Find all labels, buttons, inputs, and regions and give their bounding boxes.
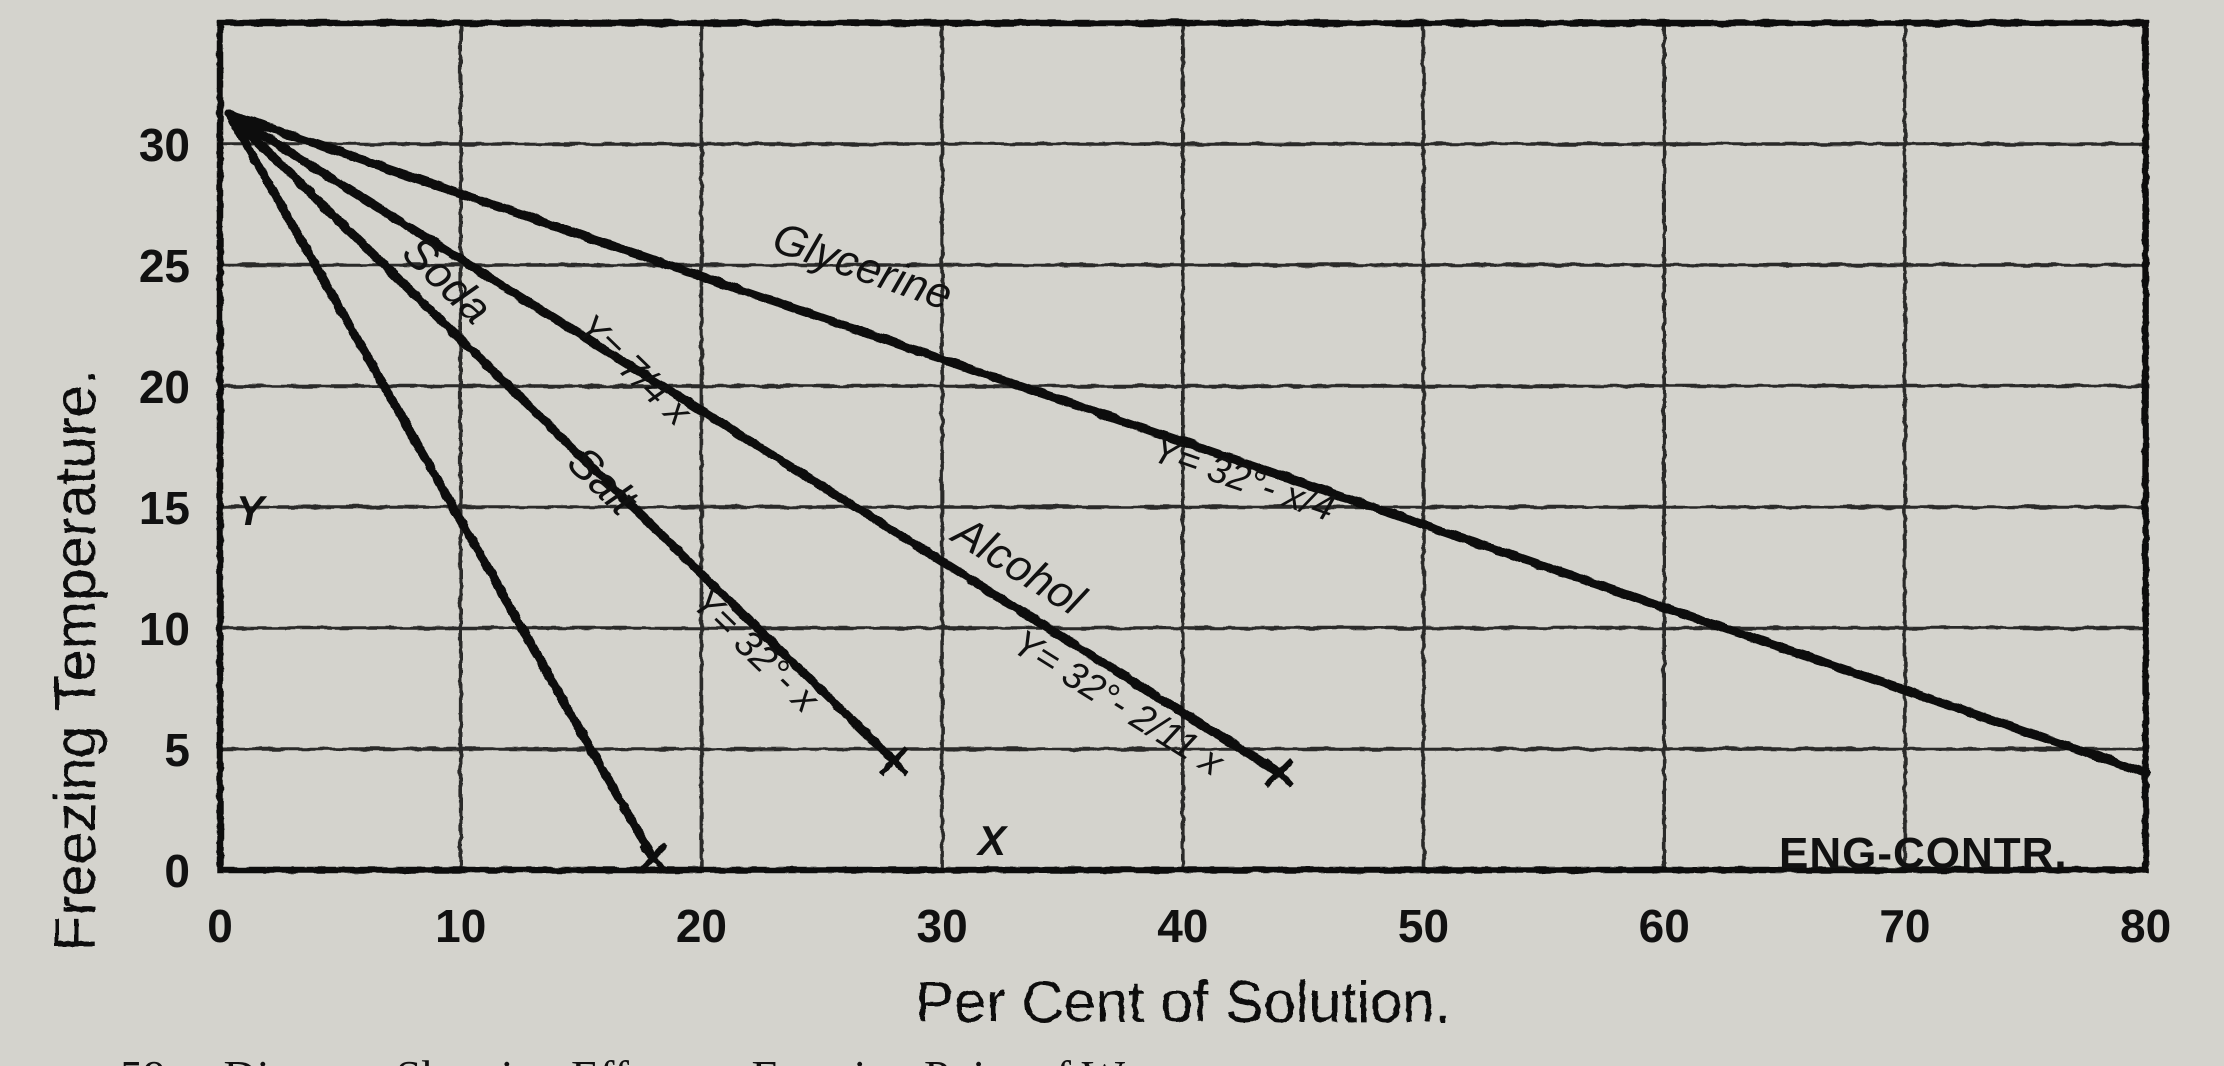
svg-text:60: 60	[1639, 900, 1690, 952]
svg-text:Per Cent of Solution.: Per Cent of Solution.	[915, 970, 1450, 1035]
svg-text:30: 30	[139, 119, 190, 171]
svg-text:25: 25	[139, 240, 190, 292]
svg-text:20: 20	[676, 900, 727, 952]
svg-text:70: 70	[1879, 900, 1930, 952]
svg-text:X: X	[976, 817, 1009, 864]
svg-text:0: 0	[207, 900, 233, 952]
svg-text:5: 5	[164, 724, 190, 776]
svg-text:20: 20	[139, 361, 190, 413]
svg-text:Y: Y	[236, 487, 268, 534]
svg-text:ENG-CONTR.: ENG-CONTR.	[1779, 829, 2068, 878]
svg-text:Freezing Temperature.: Freezing Temperature.	[43, 369, 108, 951]
svg-text:0: 0	[164, 845, 190, 897]
svg-text:15: 15	[139, 482, 190, 534]
svg-text:30: 30	[917, 900, 968, 952]
svg-text:10: 10	[435, 900, 486, 952]
svg-text:59. Diagram Showing Effect on: 59. Diagram Showing Effect on Freezing P…	[120, 1051, 1190, 1066]
svg-text:10: 10	[139, 603, 190, 655]
svg-text:80: 80	[2120, 900, 2171, 952]
svg-text:50: 50	[1398, 900, 1449, 952]
svg-text:40: 40	[1157, 900, 1208, 952]
